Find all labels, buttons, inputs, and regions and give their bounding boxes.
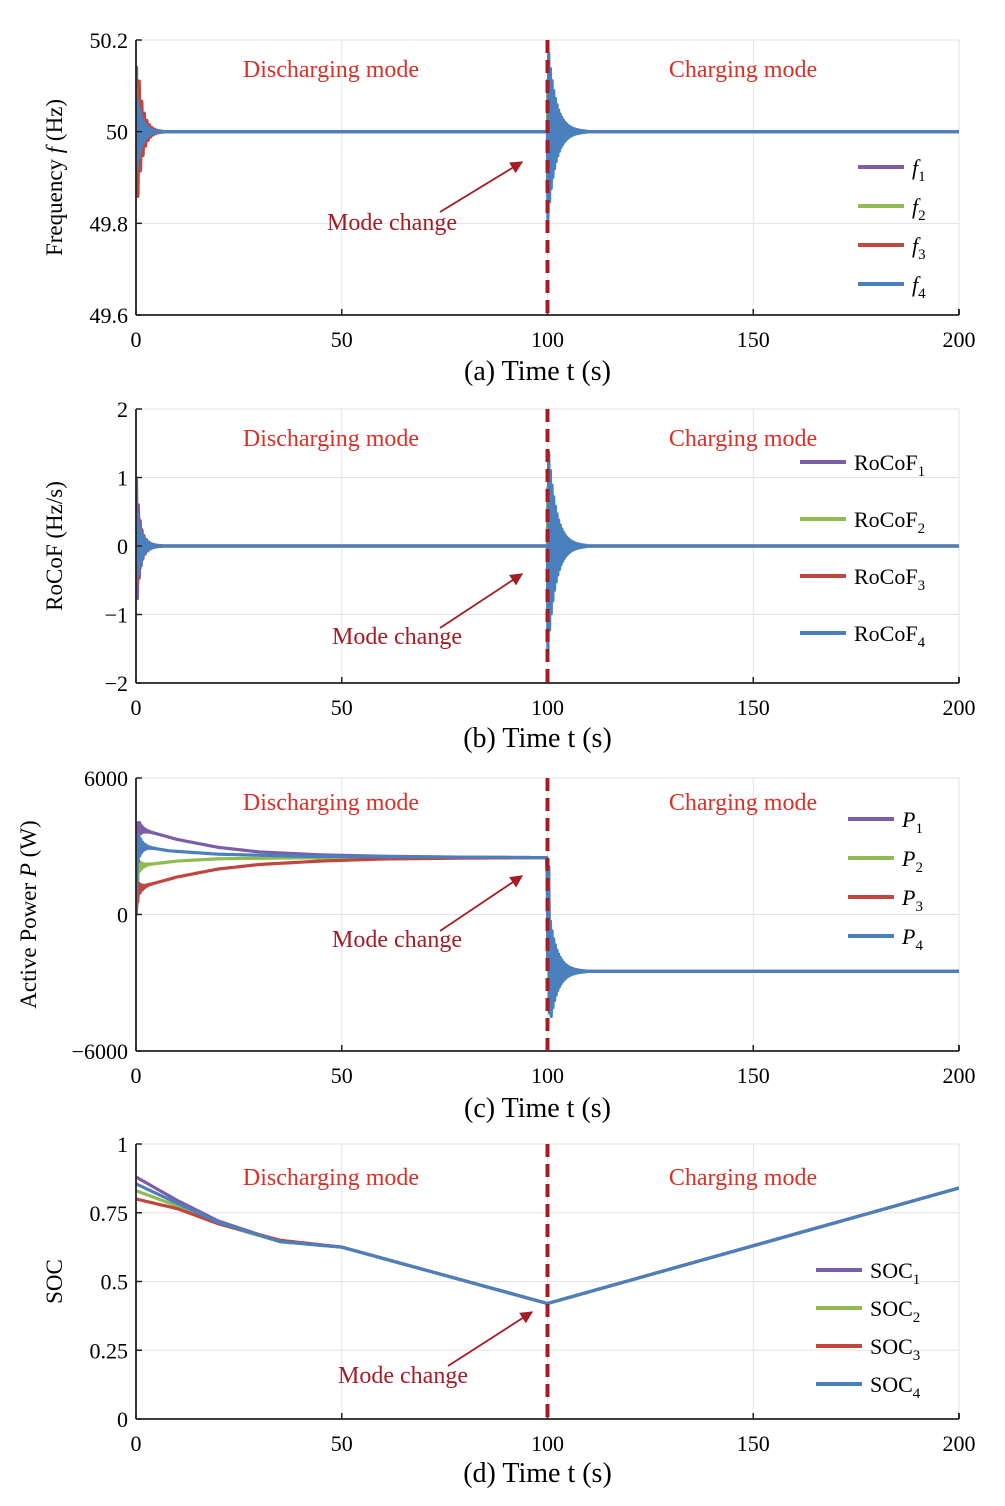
charging-mode-label: Charging mode: [669, 1165, 817, 1191]
legend-label: P3: [901, 885, 923, 915]
y-axis-label: SOC: [42, 1259, 67, 1304]
mode-change-label: Mode change: [332, 927, 462, 953]
chart-panel-b: 0 50 100 150 200 −2 −1 0 1 2 (b) Time t (s) RoCoF (…: [42, 397, 976, 754]
y-tick-label: −1: [105, 603, 128, 628]
legend-label: P1: [901, 807, 923, 837]
y-tick-label: 0.75: [90, 1201, 129, 1226]
legend-label: RoCoF3: [854, 564, 925, 594]
x-tick-label: 50: [331, 695, 353, 720]
mode-change-label: Mode change: [327, 210, 457, 236]
x-tick-label: 100: [531, 695, 564, 720]
mode-change-arrow: [439, 161, 524, 213]
mode-change-label: Mode change: [332, 624, 462, 650]
charging-mode-label: Charging mode: [669, 57, 817, 83]
series-line-RoCoF4: [136, 451, 959, 652]
x-tick-label: 0: [131, 695, 142, 720]
y-tick-label: 0.25: [90, 1338, 129, 1363]
x-axis-label: (a) Time t (s): [464, 356, 611, 387]
x-tick-label: 200: [943, 1431, 976, 1456]
y-axis-label: RoCoF (Hz/s): [42, 481, 67, 611]
legend-label: f3: [912, 233, 926, 263]
x-axis-label: (d) Time t (s): [463, 1458, 612, 1489]
legend-label: SOC3: [870, 1334, 920, 1364]
legend-label: SOC1: [870, 1258, 920, 1288]
discharging-mode-label: Discharging mode: [243, 1165, 419, 1191]
x-tick-label: 150: [737, 1063, 770, 1088]
y-axis-label: Frequency f (Hz): [42, 99, 67, 256]
y-tick-label: 50.2: [90, 28, 129, 53]
legend-label: RoCoF2: [854, 507, 925, 537]
mode-change-arrow: [439, 573, 524, 629]
discharging-mode-label: Discharging mode: [243, 790, 419, 816]
legend: P1 P2 P3 P4: [848, 807, 923, 954]
x-axis-label: (c) Time t (s): [464, 1093, 611, 1124]
series-group: [136, 1175, 959, 1306]
charging-mode-label: Charging mode: [669, 790, 817, 816]
x-tick-label: 100: [531, 1431, 564, 1456]
series-line-f4: [136, 51, 959, 221]
series-line-SOC4: [136, 1182, 959, 1306]
series-group: [136, 451, 959, 652]
y-tick-label: 0: [117, 534, 128, 559]
legend-label: SOC2: [870, 1296, 920, 1326]
discharging-mode-label: Discharging mode: [243, 57, 419, 83]
x-tick-label: 150: [737, 695, 770, 720]
y-tick-label: 0: [117, 1407, 128, 1432]
chart-panel-a: 0 50 100 150 200 49.6 49.8 50 50.2 (a) Time t (s)…: [42, 28, 976, 387]
x-tick-label: 50: [331, 1063, 353, 1088]
x-tick-label: 100: [531, 327, 564, 352]
legend-label: f1: [912, 155, 926, 185]
x-tick-label: 200: [943, 1063, 976, 1088]
y-tick-label: 0: [117, 903, 128, 928]
y-tick-label: 49.8: [90, 211, 129, 236]
mode-change-label: Mode change: [338, 1363, 468, 1389]
x-axis-label: (b) Time t (s): [463, 723, 612, 754]
y-tick-label: 50: [106, 120, 128, 145]
legend-label: SOC4: [870, 1372, 921, 1402]
legend-label: RoCoF1: [854, 450, 925, 480]
y-tick-label: 2: [117, 397, 128, 422]
x-tick-label: 100: [531, 1063, 564, 1088]
legend-label: f4: [912, 272, 926, 302]
series-group: [136, 51, 959, 221]
x-tick-label: 0: [131, 327, 142, 352]
legend-label: P4: [901, 924, 923, 954]
series-group: [136, 821, 959, 1019]
x-tick-label: 0: [131, 1063, 142, 1088]
y-tick-label: 1: [117, 466, 128, 491]
y-axis-label: Active Power P (W): [16, 820, 41, 1008]
series-line-P4: [136, 832, 959, 1019]
x-tick-label: 200: [943, 695, 976, 720]
y-tick-label: 0.5: [101, 1270, 129, 1295]
chart-panel-d: 0 50 100 150 200 0 0.25 0.5 0.75 1 (d) Time t (s) S…: [42, 1132, 976, 1489]
mode-change-arrow: [447, 1311, 534, 1367]
charging-mode-label: Charging mode: [669, 426, 817, 452]
legend-label: f2: [912, 194, 926, 224]
x-tick-label: 200: [943, 327, 976, 352]
x-tick-label: 50: [331, 327, 353, 352]
legend: SOC1 SOC2 SOC3 SOC4: [816, 1258, 921, 1402]
y-tick-label: 49.6: [90, 303, 129, 328]
legend-label: RoCoF4: [854, 621, 926, 651]
x-tick-label: 50: [331, 1431, 353, 1456]
legend: RoCoF1 RoCoF2 RoCoF3 RoCoF4: [800, 450, 926, 651]
discharging-mode-label: Discharging mode: [243, 426, 419, 452]
mode-change-arrow: [439, 875, 524, 932]
y-tick-label: −2: [105, 671, 128, 696]
x-tick-label: 150: [737, 327, 770, 352]
y-tick-label: −6000: [72, 1039, 128, 1064]
legend-label: P2: [901, 846, 923, 876]
legend: f1 f2 f3 f4: [858, 155, 926, 302]
x-tick-label: 0: [131, 1431, 142, 1456]
y-tick-label: 6000: [84, 766, 128, 791]
y-tick-label: 1: [117, 1132, 128, 1157]
x-tick-label: 150: [737, 1431, 770, 1456]
